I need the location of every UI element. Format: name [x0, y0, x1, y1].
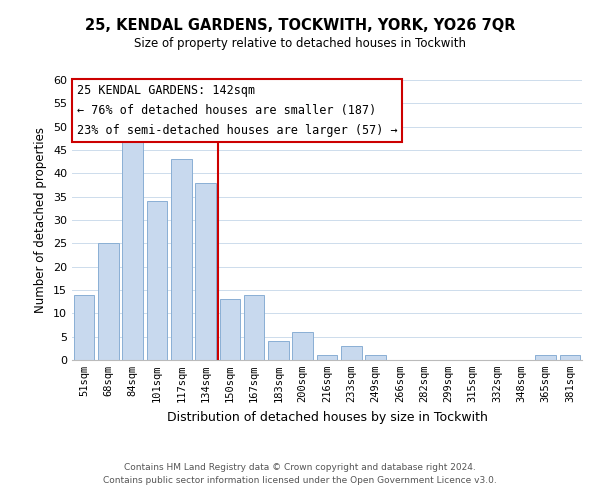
- Bar: [535, 356, 556, 360]
- Bar: [220, 300, 240, 360]
- Bar: [292, 332, 313, 360]
- Bar: [171, 160, 191, 360]
- Bar: [317, 356, 337, 360]
- Bar: [146, 202, 167, 360]
- Text: Contains HM Land Registry data © Crown copyright and database right 2024.
Contai: Contains HM Land Registry data © Crown c…: [103, 463, 497, 485]
- Text: 25, KENDAL GARDENS, TOCKWITH, YORK, YO26 7QR: 25, KENDAL GARDENS, TOCKWITH, YORK, YO26…: [85, 18, 515, 32]
- Bar: [98, 244, 119, 360]
- Bar: [74, 294, 94, 360]
- Bar: [365, 356, 386, 360]
- Bar: [244, 294, 265, 360]
- X-axis label: Distribution of detached houses by size in Tockwith: Distribution of detached houses by size …: [167, 410, 487, 424]
- Y-axis label: Number of detached properties: Number of detached properties: [34, 127, 47, 313]
- Bar: [560, 356, 580, 360]
- Bar: [122, 136, 143, 360]
- Bar: [341, 346, 362, 360]
- Text: Size of property relative to detached houses in Tockwith: Size of property relative to detached ho…: [134, 38, 466, 51]
- Text: 25 KENDAL GARDENS: 142sqm
← 76% of detached houses are smaller (187)
23% of semi: 25 KENDAL GARDENS: 142sqm ← 76% of detac…: [77, 84, 398, 137]
- Bar: [268, 342, 289, 360]
- Bar: [195, 182, 216, 360]
